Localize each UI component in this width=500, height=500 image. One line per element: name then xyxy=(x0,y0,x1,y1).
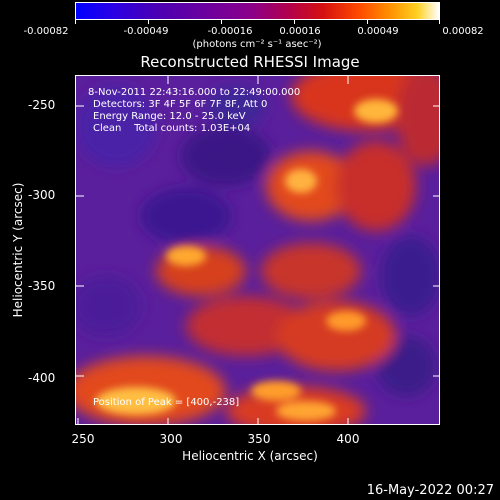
colorbar-label: -0.00049 xyxy=(123,26,169,37)
x-axis-label: Heliocentric X (arcsec) xyxy=(182,449,318,463)
image-title: Reconstructed RHESSI Image xyxy=(140,53,360,71)
x-tick-label: 400 xyxy=(336,432,360,446)
energy-range: Energy Range: 12.0 - 25.0 keV xyxy=(93,111,246,122)
colorbar-label: 0.00082 xyxy=(442,26,484,37)
colorbar-label: -0.00016 xyxy=(207,26,253,37)
rhessi-image xyxy=(75,75,440,425)
rhessi-image-map xyxy=(76,76,439,424)
y-tick-label: -300 xyxy=(28,188,56,202)
colorbar-units: (photons cm⁻² s⁻¹ asec⁻²) xyxy=(192,39,322,50)
y-axis-label: Heliocentric Y (arcsec) xyxy=(11,182,25,318)
colorbar-label: -0.00082 xyxy=(23,26,69,37)
colorbar-label: 0.00016 xyxy=(279,26,321,37)
time-range: 8-Nov-2011 22:43:16.000 to 22:49:00.000 xyxy=(88,87,301,98)
y-tick-label: -400 xyxy=(28,371,56,385)
y-tick-label: -250 xyxy=(28,98,56,112)
x-tick-label: 250 xyxy=(71,432,95,446)
detectors: Detectors: 3F 4F 5F 6F 7F 8F, Att 0 xyxy=(93,99,268,110)
clean-counts: Clean Total counts: 1.03E+04 xyxy=(93,123,251,134)
x-tick-label: 300 xyxy=(159,432,183,446)
peak-position: Position of Peak = [400,-238] xyxy=(93,397,240,408)
y-tick-label: -350 xyxy=(28,279,56,293)
colorbar-label: 0.00049 xyxy=(357,26,399,37)
colorbar xyxy=(75,2,440,20)
timestamp: 16-May-2022 00:27 xyxy=(366,483,494,498)
colorbar-labels: -0.00082 -0.00049 -0.00016 0.00016 0.000… xyxy=(0,0,500,40)
x-tick-label: 350 xyxy=(247,432,271,446)
